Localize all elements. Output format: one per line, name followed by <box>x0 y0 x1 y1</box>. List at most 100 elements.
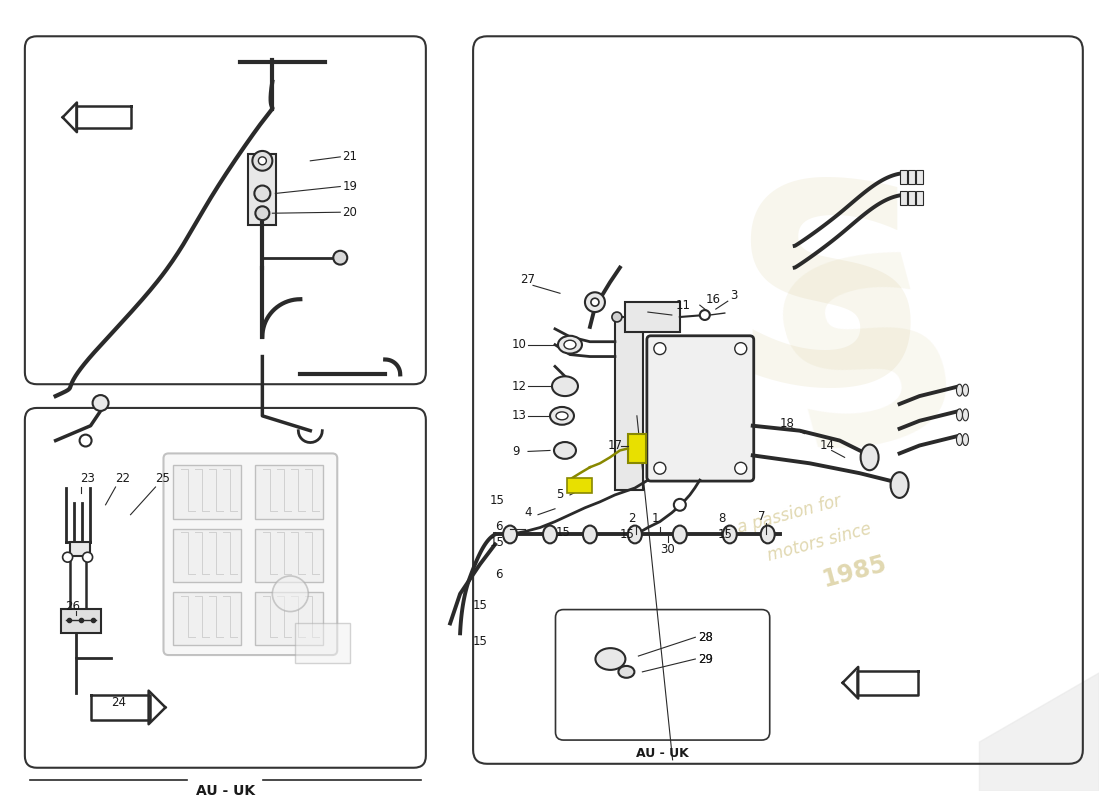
Ellipse shape <box>618 666 635 678</box>
Text: 24: 24 <box>111 696 126 709</box>
Bar <box>908 170 914 183</box>
Bar <box>255 592 323 645</box>
Text: 15: 15 <box>620 528 635 541</box>
Text: 27: 27 <box>520 273 535 286</box>
Text: 4: 4 <box>524 506 531 519</box>
Text: 22: 22 <box>116 472 131 485</box>
Bar <box>566 478 592 493</box>
Text: 15: 15 <box>556 526 571 539</box>
Bar <box>615 317 642 490</box>
Ellipse shape <box>595 648 626 670</box>
Bar <box>628 434 646 463</box>
Polygon shape <box>857 671 917 694</box>
Circle shape <box>735 462 747 474</box>
Bar <box>625 302 680 332</box>
Text: 15: 15 <box>473 634 488 648</box>
Polygon shape <box>90 694 150 720</box>
Polygon shape <box>76 106 131 128</box>
Ellipse shape <box>628 526 642 543</box>
Circle shape <box>82 552 92 562</box>
Text: 15: 15 <box>473 599 488 612</box>
Polygon shape <box>63 102 77 132</box>
Ellipse shape <box>860 445 879 470</box>
Text: 18: 18 <box>780 418 794 430</box>
Circle shape <box>612 312 621 322</box>
Text: 8: 8 <box>718 512 725 525</box>
Text: 21: 21 <box>342 150 358 163</box>
Circle shape <box>333 250 348 265</box>
Text: AU - UK: AU - UK <box>196 783 255 798</box>
Bar <box>255 466 323 518</box>
Polygon shape <box>843 667 858 698</box>
Ellipse shape <box>761 526 774 543</box>
Bar <box>915 170 923 183</box>
Bar <box>900 170 906 183</box>
Text: S: S <box>729 172 930 442</box>
Circle shape <box>674 499 685 510</box>
Text: 23: 23 <box>80 472 96 485</box>
Text: AU - UK: AU - UK <box>636 747 689 761</box>
Polygon shape <box>979 673 1099 791</box>
Circle shape <box>591 298 598 306</box>
Ellipse shape <box>891 472 909 498</box>
Text: motors since: motors since <box>766 520 873 565</box>
Text: 29: 29 <box>698 653 713 666</box>
Bar <box>249 154 276 225</box>
Text: 5: 5 <box>556 489 563 502</box>
Bar <box>60 609 100 634</box>
Text: 12: 12 <box>512 380 527 393</box>
Ellipse shape <box>554 442 576 459</box>
Circle shape <box>585 292 605 312</box>
Circle shape <box>735 342 747 354</box>
Ellipse shape <box>673 526 686 543</box>
Ellipse shape <box>962 384 968 396</box>
Bar <box>174 592 241 645</box>
Bar <box>255 529 323 582</box>
Text: 10: 10 <box>512 338 527 351</box>
Ellipse shape <box>543 526 557 543</box>
Bar <box>174 529 241 582</box>
Polygon shape <box>148 690 165 724</box>
Ellipse shape <box>556 412 568 420</box>
Circle shape <box>79 434 91 446</box>
Text: 2: 2 <box>628 512 636 525</box>
Bar <box>900 191 906 206</box>
Text: 9: 9 <box>512 445 519 458</box>
Text: 11: 11 <box>675 298 691 312</box>
Text: a passion for: a passion for <box>736 492 844 538</box>
Bar <box>915 191 923 206</box>
Text: 25: 25 <box>155 472 170 485</box>
FancyBboxPatch shape <box>164 454 338 655</box>
Text: 16: 16 <box>706 293 721 306</box>
Text: 13: 13 <box>512 410 527 422</box>
Text: 17: 17 <box>608 439 623 452</box>
Text: 6: 6 <box>495 520 503 533</box>
FancyBboxPatch shape <box>647 336 754 481</box>
Ellipse shape <box>503 526 517 543</box>
Text: 15: 15 <box>491 536 505 549</box>
Text: 1: 1 <box>652 512 659 525</box>
Text: 20: 20 <box>342 206 358 218</box>
Ellipse shape <box>957 434 962 446</box>
Bar <box>174 466 241 518</box>
Circle shape <box>92 395 109 411</box>
Circle shape <box>258 157 266 165</box>
Ellipse shape <box>552 376 578 396</box>
Text: 6: 6 <box>495 567 503 581</box>
Text: 28: 28 <box>698 630 713 644</box>
Text: 14: 14 <box>820 439 835 452</box>
Text: 30: 30 <box>660 542 674 556</box>
Ellipse shape <box>583 526 597 543</box>
Circle shape <box>653 462 666 474</box>
Circle shape <box>254 186 271 202</box>
Ellipse shape <box>550 407 574 425</box>
Ellipse shape <box>957 384 962 396</box>
Text: 26: 26 <box>66 600 80 613</box>
Ellipse shape <box>962 434 968 446</box>
Circle shape <box>653 342 666 354</box>
Bar <box>69 542 89 556</box>
Text: S: S <box>751 226 988 506</box>
Ellipse shape <box>962 409 968 421</box>
Text: 1985: 1985 <box>820 552 890 592</box>
Circle shape <box>700 310 710 320</box>
